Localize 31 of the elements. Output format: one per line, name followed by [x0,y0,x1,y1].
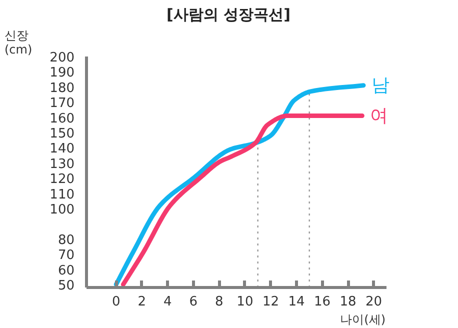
y-tick-label: 130 [50,156,75,172]
x-tick-label: 4 [164,294,172,310]
series-label: 남 [371,74,390,96]
x-tick-label: 14 [288,294,305,310]
x-tick-label: 0 [112,294,120,310]
x-tick-label: 12 [262,294,279,310]
y-tick-label: 170 [50,96,75,112]
y-tick-label: 110 [50,187,75,202]
y-tick-label: 60 [58,263,75,278]
y-tick-label: 120 [50,172,75,188]
x-tick-label: 18 [340,294,356,310]
y-tick-label: 150 [50,126,75,142]
y-tick-label: 160 [50,111,75,126]
y-tick-label: 200 [50,50,75,66]
y-axis-title: 신장 (cm) [4,28,32,56]
y-tick-label: 180 [50,80,75,96]
y-tick-label: 70 [58,248,75,264]
y-tick-label: 190 [50,66,75,81]
x-axis-title: 나이(세) [340,312,386,326]
y-tick-label: 140 [50,142,75,157]
y-tick-label: 80 [58,232,75,248]
x-tick-label: 8 [215,294,224,310]
x-tick-label: 6 [189,294,198,310]
y-tick-label: 100 [50,202,75,218]
x-tick-label: 10 [236,294,254,310]
x-tick-label: 20 [365,294,382,310]
x-tick-label: 16 [314,294,331,310]
series-label: 여 [370,105,388,126]
x-tick-label: 2 [138,294,146,310]
chart-title: [사람의 성장곡선] [166,6,290,24]
y-tick-label: 50 [58,278,75,294]
